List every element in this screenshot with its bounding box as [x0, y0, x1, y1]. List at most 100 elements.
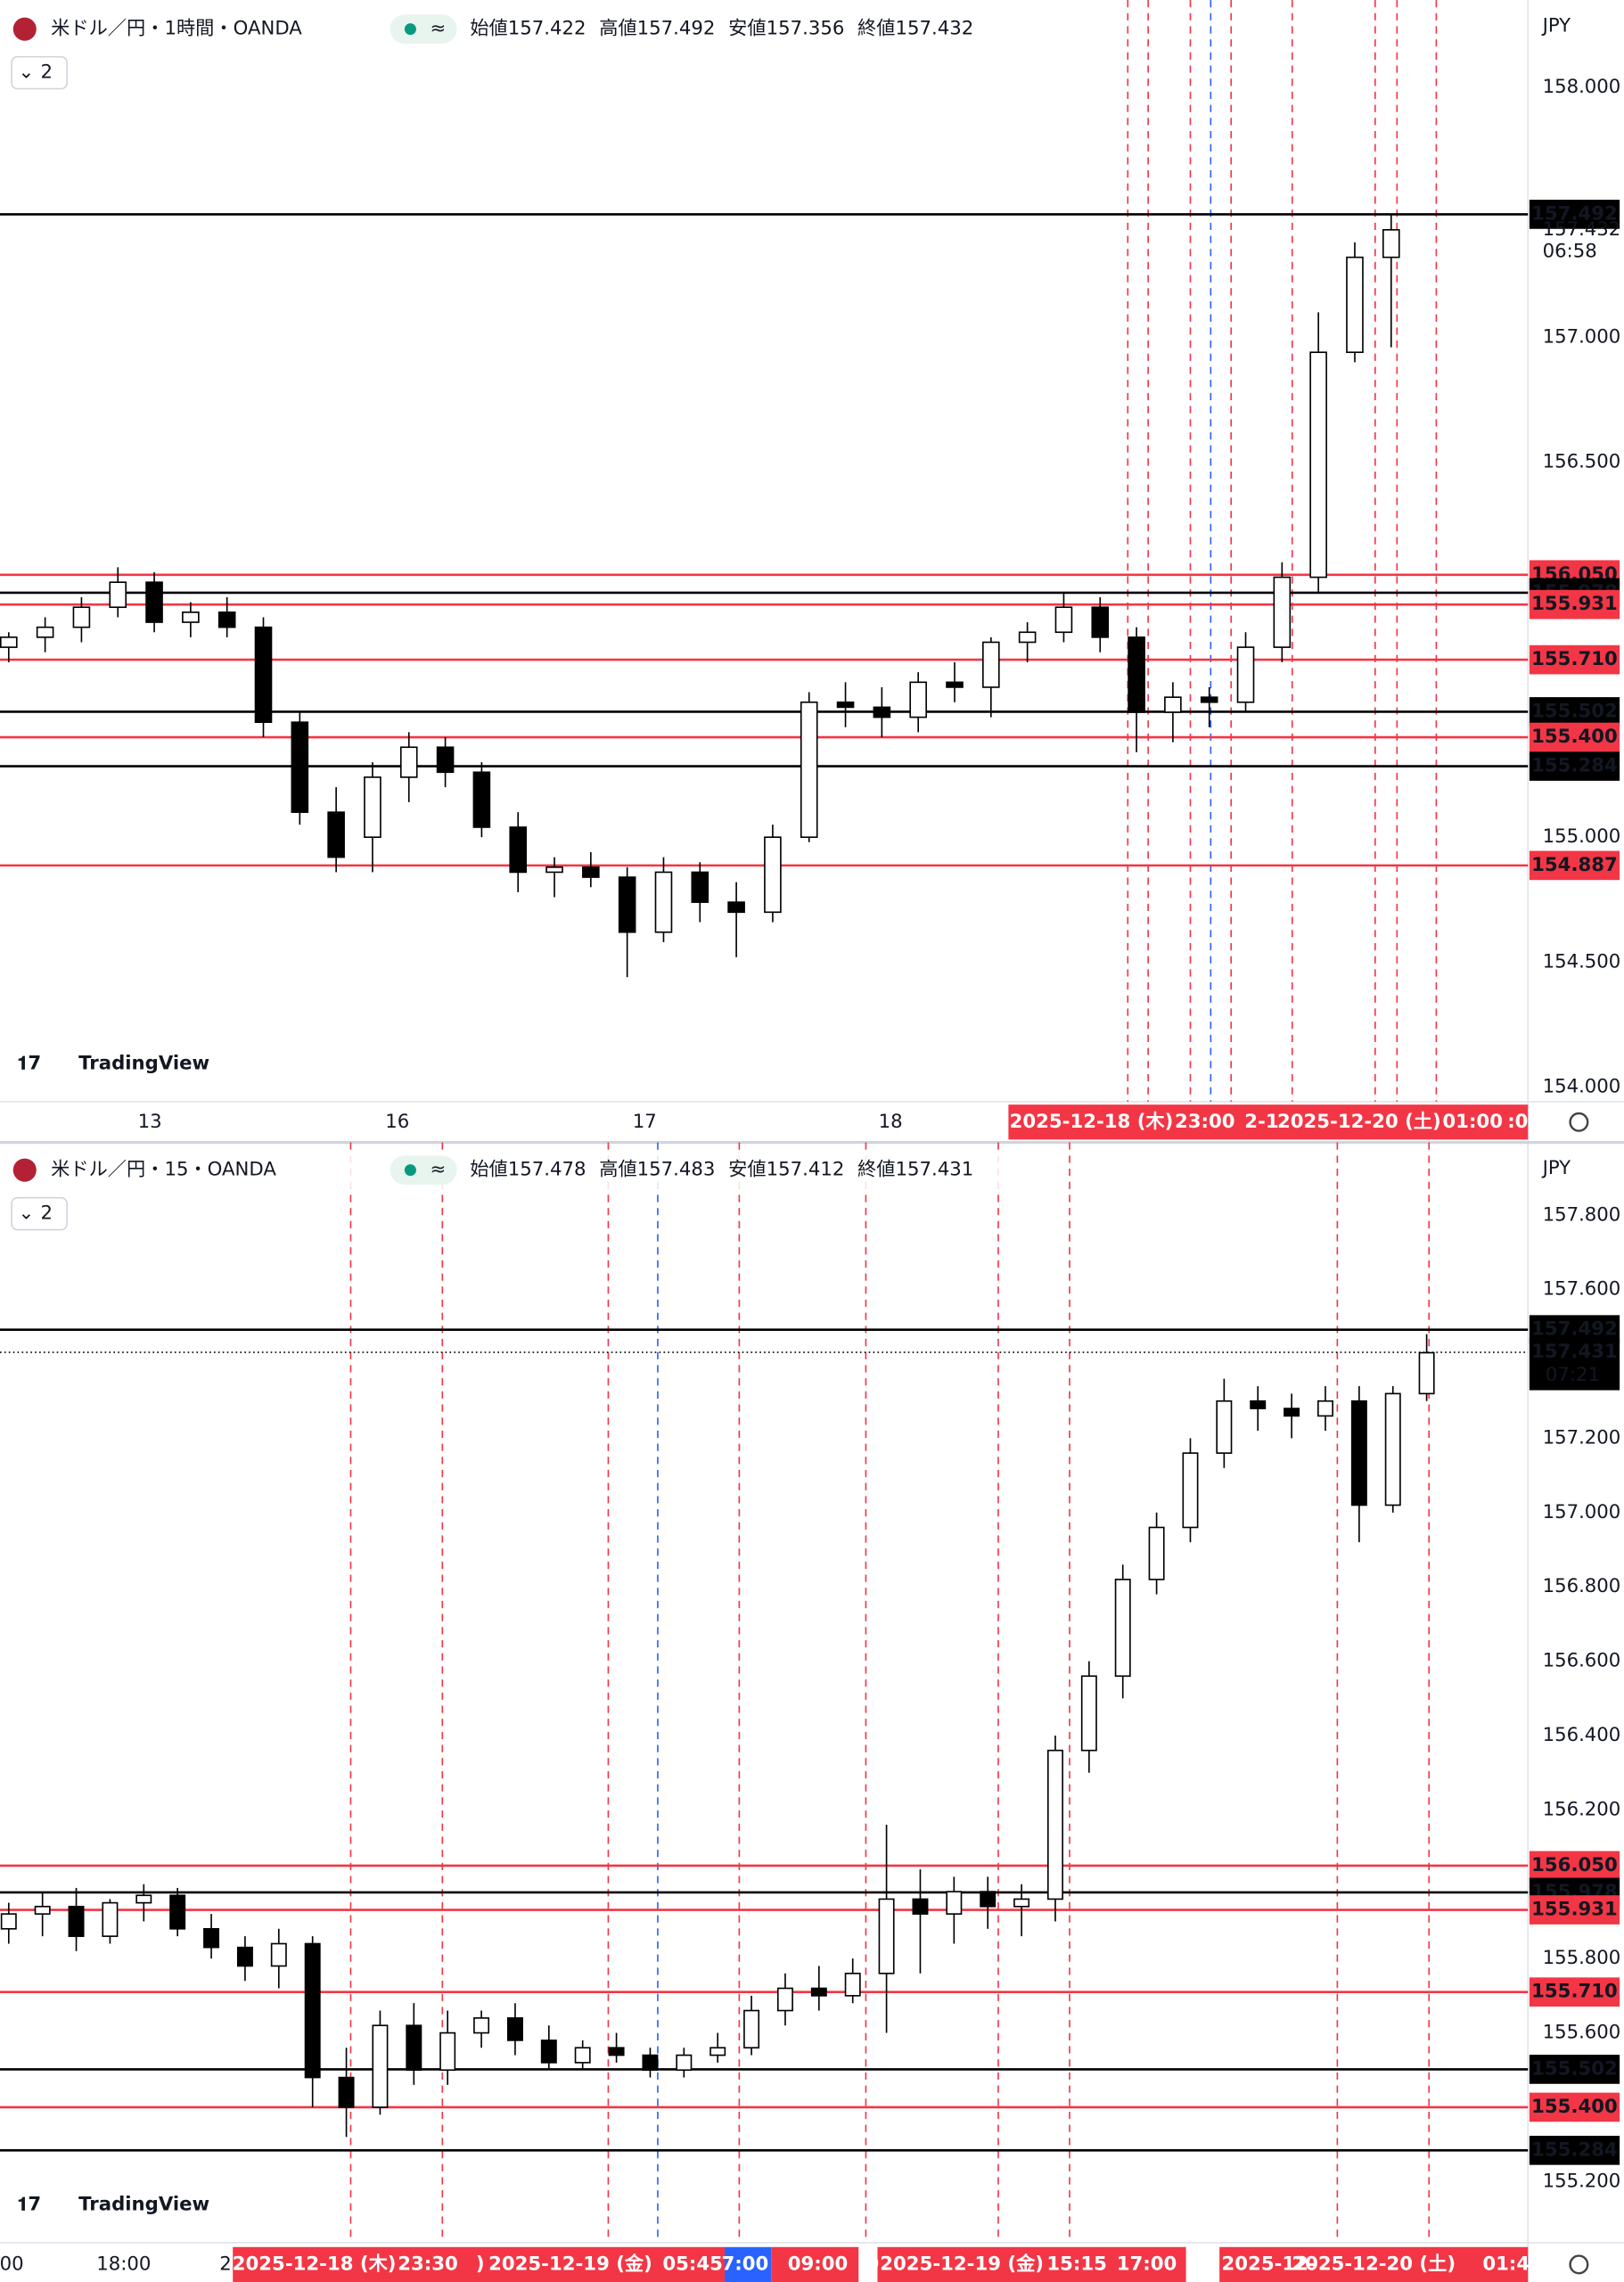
candle-body	[691, 871, 709, 903]
candle-body	[980, 1891, 997, 1908]
date-flag: 2025-12-20 (土)	[1277, 1111, 1441, 1133]
level-label-bg	[1529, 2135, 1620, 2165]
date-flag: 2	[1206, 2253, 1219, 2275]
candle-body	[506, 2017, 523, 2041]
candle-body	[1128, 636, 1145, 713]
level-label-bg	[1529, 589, 1620, 620]
level-label-bg	[1529, 722, 1620, 752]
candle-body	[338, 2076, 355, 2108]
logo: TradingView	[78, 2193, 209, 2215]
candle-body	[270, 1942, 287, 1967]
date-flag: 2-1	[1244, 1111, 1278, 1133]
candle-body	[545, 866, 563, 874]
level-label-bg	[1529, 1895, 1620, 1925]
candle-body	[68, 1905, 85, 1937]
symbol: 米ドル／円・15・OANDA	[51, 1159, 276, 1181]
candle-body	[1273, 576, 1292, 648]
candle-body	[540, 2040, 557, 2064]
settings-icon[interactable]	[1569, 1112, 1589, 1132]
candle-body	[836, 701, 855, 709]
candle-body	[582, 866, 600, 878]
ohlc-value: 157.492	[637, 18, 716, 40]
candle-body	[1200, 696, 1218, 703]
ohlc-value: 157.412	[767, 1159, 845, 1181]
candle-body	[364, 776, 381, 839]
date-flag-bg	[1219, 2246, 1529, 2282]
last-price: 157.431	[1531, 1341, 1618, 1363]
status-dot	[404, 23, 416, 36]
settings-icon[interactable]	[1569, 2254, 1589, 2275]
candle-body	[217, 612, 236, 628]
currency[interactable]: JPY	[1541, 14, 1571, 37]
countdown: 07:21	[1546, 1364, 1600, 1386]
candle-body	[608, 2047, 625, 2056]
date-flag: :0	[858, 2253, 879, 2275]
price-tick-label: 157.600	[1543, 1278, 1621, 1301]
candle-body	[1148, 1526, 1165, 1580]
candle-body	[0, 636, 18, 648]
candle-body	[946, 681, 964, 688]
candle-body	[406, 2024, 422, 2072]
ohlc-label: 高値	[599, 1159, 636, 1181]
date-flag: 2025-12-19 (金)	[488, 2252, 652, 2275]
candle-body	[1418, 1351, 1435, 1395]
time-label: 13	[138, 1111, 162, 1133]
candle-body	[764, 836, 782, 914]
level-label-bg	[1529, 1977, 1620, 2007]
ohlc-label: 高値	[599, 18, 636, 40]
date-flag-bg	[771, 2246, 859, 2282]
price-tick-label: 157.000	[1543, 325, 1621, 348]
price-tick-label: 154.500	[1543, 950, 1621, 973]
ohlc-value: 157.478	[508, 1159, 586, 1181]
candle-body	[1317, 1400, 1333, 1417]
date-flag: 17:00	[1117, 2253, 1177, 2275]
candle-body	[0, 1913, 17, 1930]
date-flag: 23:30	[398, 2253, 458, 2275]
candle-body	[878, 1898, 895, 1974]
candle-body	[618, 876, 636, 933]
indicator-toggle[interactable]	[11, 1196, 68, 1231]
ohlc-value: 157.483	[637, 1159, 716, 1181]
candle-body	[727, 901, 745, 914]
date-flag: 01:00	[1442, 1111, 1503, 1133]
candle-body	[109, 581, 127, 609]
candle-body	[1164, 696, 1182, 713]
time-label: 2	[219, 2253, 232, 2275]
date-flag: 01:4	[1482, 2253, 1530, 2275]
indicator-toggle[interactable]	[11, 55, 68, 90]
date-flag: 2025-12-18 (木)	[1010, 1111, 1174, 1133]
currency[interactable]: JPY	[1541, 1157, 1571, 1179]
ohlc-label: 終値	[857, 18, 895, 40]
candle-body	[743, 2009, 760, 2049]
candle-body	[472, 771, 491, 828]
candle-body	[1346, 256, 1364, 354]
level-label-bg	[1529, 751, 1620, 781]
symbol: 米ドル／円・1時間・OANDA	[51, 18, 302, 40]
candle-body	[1216, 1400, 1233, 1454]
status-icon: ≈	[431, 1159, 447, 1181]
date-flag: 2025-12-	[1222, 2253, 1316, 2275]
candle-body	[236, 1946, 253, 1967]
level-label: 154.887	[1531, 854, 1618, 876]
status-dot	[404, 1164, 416, 1177]
candle-body	[1013, 1898, 1030, 1908]
status-icon: ≈	[431, 18, 447, 40]
candle-body	[182, 612, 200, 623]
date-flag: 23:00	[1175, 1111, 1235, 1133]
level-label: 155.710	[1531, 648, 1618, 670]
date-flag-bg	[1008, 1104, 1529, 1140]
level-label: 155.284	[1531, 755, 1618, 777]
indicator-count: 2	[40, 1203, 53, 1225]
ohlc-value: 157.431	[895, 1159, 973, 1181]
price-tick-label: 156.500	[1543, 451, 1621, 473]
candle-body	[1182, 1452, 1199, 1529]
level-label: 155.502	[1531, 2057, 1618, 2080]
date-flag: 09:00	[788, 2253, 849, 2275]
candle-body	[1091, 606, 1110, 638]
candle-body	[327, 811, 345, 858]
ohlc-value: 157.432	[895, 18, 973, 40]
candle-body	[304, 1942, 321, 2079]
last-price: 157.432	[1543, 218, 1621, 241]
status-pill	[390, 1155, 457, 1185]
